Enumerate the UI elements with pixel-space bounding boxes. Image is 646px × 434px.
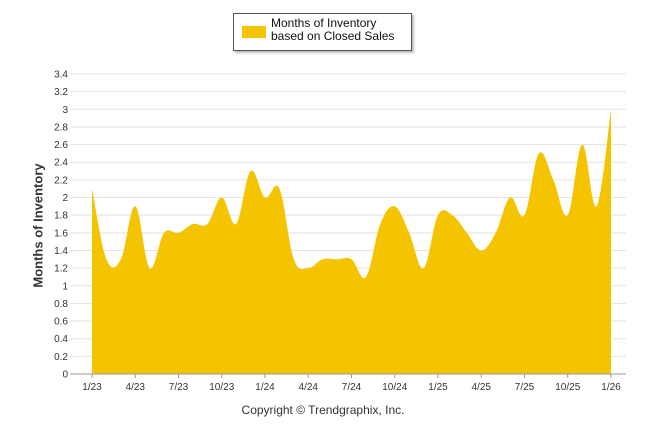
y-tick-label: 2.2: [54, 175, 68, 186]
y-tick-label: 3.2: [54, 87, 68, 98]
x-tick-label: 1/23: [82, 382, 102, 393]
y-tick-label: 2.8: [54, 122, 68, 133]
y-axis-label: Months of Inventory: [30, 163, 46, 288]
y-tick-label: 0.2: [54, 352, 68, 363]
x-tick-label: 4/25: [472, 382, 492, 393]
y-tick-label: 2.6: [54, 140, 68, 151]
y-tick-label: 3: [62, 105, 68, 116]
y-tick-label: 1.8: [54, 211, 68, 222]
x-tick-label: 10/25: [555, 382, 580, 393]
x-tick-label: 10/24: [382, 382, 407, 393]
y-tick-label: 2: [62, 193, 68, 204]
x-tick-label: 7/24: [342, 382, 362, 393]
x-tick-label: 10/23: [209, 382, 234, 393]
copyright-text: Copyright © Trendgraphix, Inc.: [241, 403, 405, 417]
y-tick-label: 0: [62, 370, 68, 381]
x-tick-label: 1/26: [601, 382, 621, 393]
x-tick-label: 1/24: [255, 382, 275, 393]
legend-label: Months of Inventory based on Closed Sale…: [271, 16, 395, 43]
x-tick-label: 1/25: [428, 382, 448, 393]
y-tick-label: 0.4: [54, 334, 68, 345]
y-tick-label: 1.6: [54, 228, 68, 239]
x-tick-label: 7/23: [169, 382, 189, 393]
y-tick-label: 2.4: [54, 158, 68, 169]
y-axis-ticks: 0 0.2 0.4 0.6 0.8 1 1.2 1.4 1.6 1.8 2 2.2 2.4 2.6 2.8 3…: [54, 70, 68, 381]
y-tick-label: 1.2: [54, 264, 68, 275]
area-series: [92, 109, 611, 374]
y-tick-label: 0.6: [54, 317, 68, 328]
x-axis-ticks: 1/23 4/23 7/23 10/23 1/24 4/24 7/24 10/24 1/25 4/…: [82, 374, 621, 393]
x-tick-label: 4/23: [126, 382, 146, 393]
y-tick-label: 1: [62, 281, 68, 292]
y-tick-label: 0.8: [54, 299, 68, 310]
legend: Months of Inventory based on Closed Sale…: [233, 13, 412, 51]
x-tick-label: 4/24: [299, 382, 319, 393]
x-tick-label: 7/25: [515, 382, 535, 393]
y-tick-label: 3.4: [54, 70, 68, 81]
legend-swatch: [242, 26, 266, 38]
y-tick-label: 1.4: [54, 246, 68, 257]
